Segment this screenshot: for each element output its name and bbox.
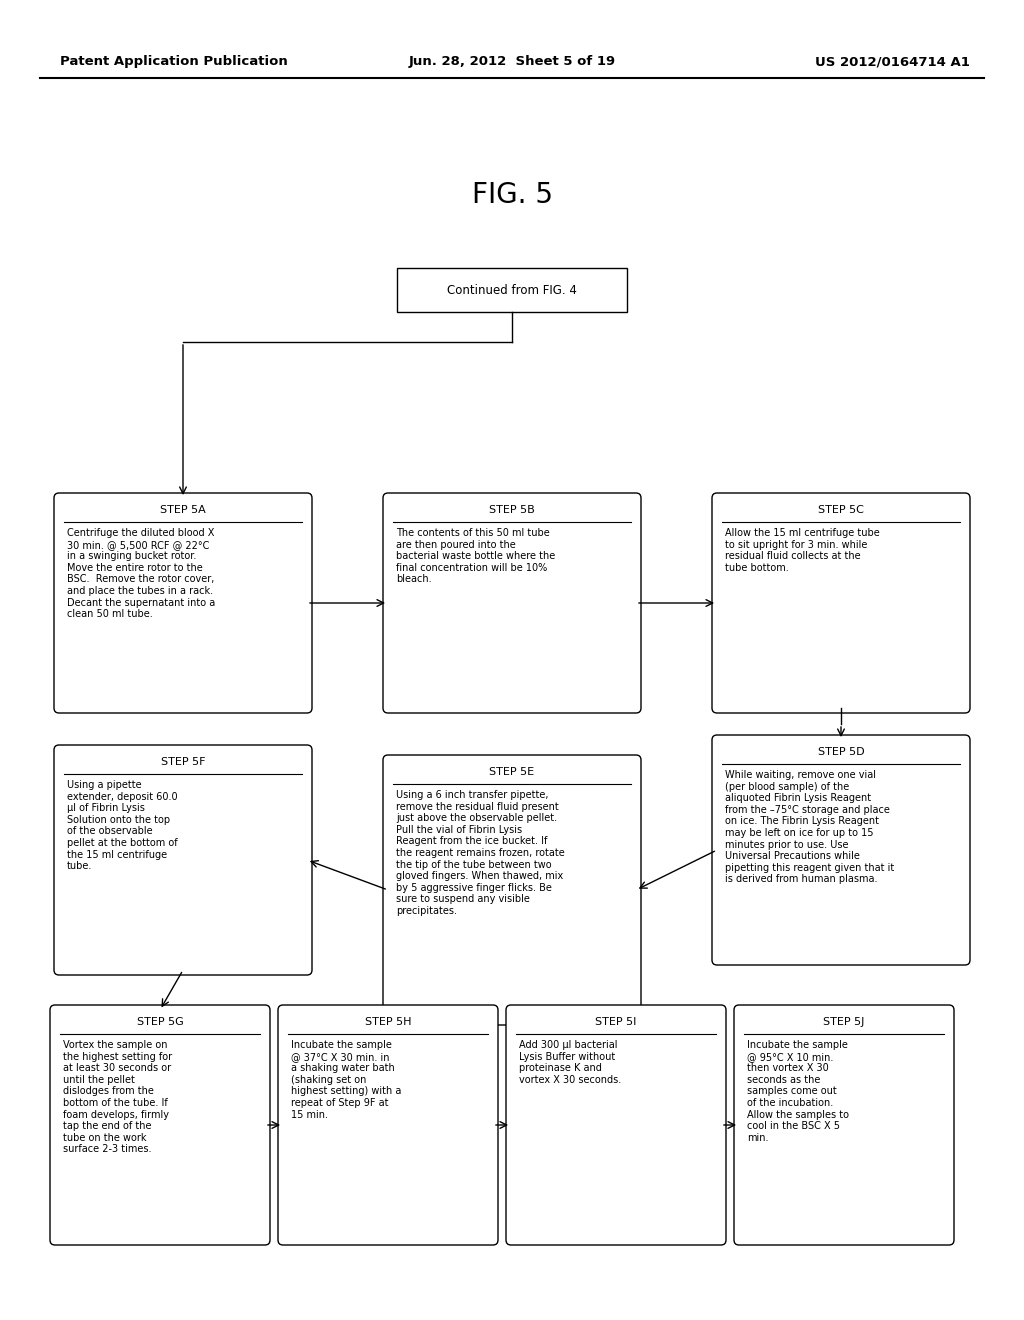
FancyBboxPatch shape	[54, 744, 312, 975]
FancyBboxPatch shape	[278, 1005, 498, 1245]
FancyBboxPatch shape	[506, 1005, 726, 1245]
Text: Jun. 28, 2012  Sheet 5 of 19: Jun. 28, 2012 Sheet 5 of 19	[409, 55, 615, 69]
Text: STEP 5J: STEP 5J	[823, 1016, 864, 1027]
Text: STEP 5F: STEP 5F	[161, 756, 205, 767]
Text: Using a 6 inch transfer pipette,
remove the residual fluid present
just above th: Using a 6 inch transfer pipette, remove …	[396, 789, 565, 916]
FancyBboxPatch shape	[734, 1005, 954, 1245]
Text: Add 300 μl bacterial
Lysis Buffer without
proteinase K and
vortex X 30 seconds.: Add 300 μl bacterial Lysis Buffer withou…	[519, 1040, 622, 1085]
Text: Allow the 15 ml centrifuge tube
to sit upright for 3 min. while
residual fluid c: Allow the 15 ml centrifuge tube to sit u…	[725, 528, 880, 573]
Text: STEP 5E: STEP 5E	[489, 767, 535, 777]
Text: While waiting, remove one vial
(per blood sample) of the
aliquoted Fibrin Lysis : While waiting, remove one vial (per bloo…	[725, 770, 894, 884]
Text: Vortex the sample on
the highest setting for
at least 30 seconds or
until the pe: Vortex the sample on the highest setting…	[63, 1040, 172, 1155]
Text: Using a pipette
extender, deposit 60.0
μl of Fibrin Lysis
Solution onto the top
: Using a pipette extender, deposit 60.0 μ…	[67, 780, 177, 871]
FancyBboxPatch shape	[383, 492, 641, 713]
FancyBboxPatch shape	[383, 755, 641, 1026]
Text: STEP 5G: STEP 5G	[136, 1016, 183, 1027]
Text: Continued from FIG. 4: Continued from FIG. 4	[447, 284, 577, 297]
Text: STEP 5A: STEP 5A	[160, 506, 206, 515]
Text: Centrifuge the diluted blood X
30 min. @ 5,500 RCF @ 22°C
in a swinging bucket r: Centrifuge the diluted blood X 30 min. @…	[67, 528, 215, 619]
Text: STEP 5D: STEP 5D	[818, 747, 864, 756]
Text: Patent Application Publication: Patent Application Publication	[60, 55, 288, 69]
Text: US 2012/0164714 A1: US 2012/0164714 A1	[815, 55, 970, 69]
Text: STEP 5H: STEP 5H	[365, 1016, 412, 1027]
Text: Incubate the sample
@ 37°C X 30 min. in
a shaking water bath
(shaking set on
hig: Incubate the sample @ 37°C X 30 min. in …	[291, 1040, 401, 1119]
Text: FIG. 5: FIG. 5	[471, 181, 553, 209]
Text: STEP 5B: STEP 5B	[489, 506, 535, 515]
FancyBboxPatch shape	[54, 492, 312, 713]
Bar	[397, 268, 627, 312]
Text: STEP 5I: STEP 5I	[595, 1016, 637, 1027]
Text: STEP 5C: STEP 5C	[818, 506, 864, 515]
FancyBboxPatch shape	[712, 492, 970, 713]
FancyBboxPatch shape	[712, 735, 970, 965]
Text: The contents of this 50 ml tube
are then poured into the
bacterial waste bottle : The contents of this 50 ml tube are then…	[396, 528, 555, 585]
FancyBboxPatch shape	[50, 1005, 270, 1245]
Text: Incubate the sample
@ 95°C X 10 min.
then vortex X 30
seconds as the
samples com: Incubate the sample @ 95°C X 10 min. the…	[746, 1040, 849, 1143]
